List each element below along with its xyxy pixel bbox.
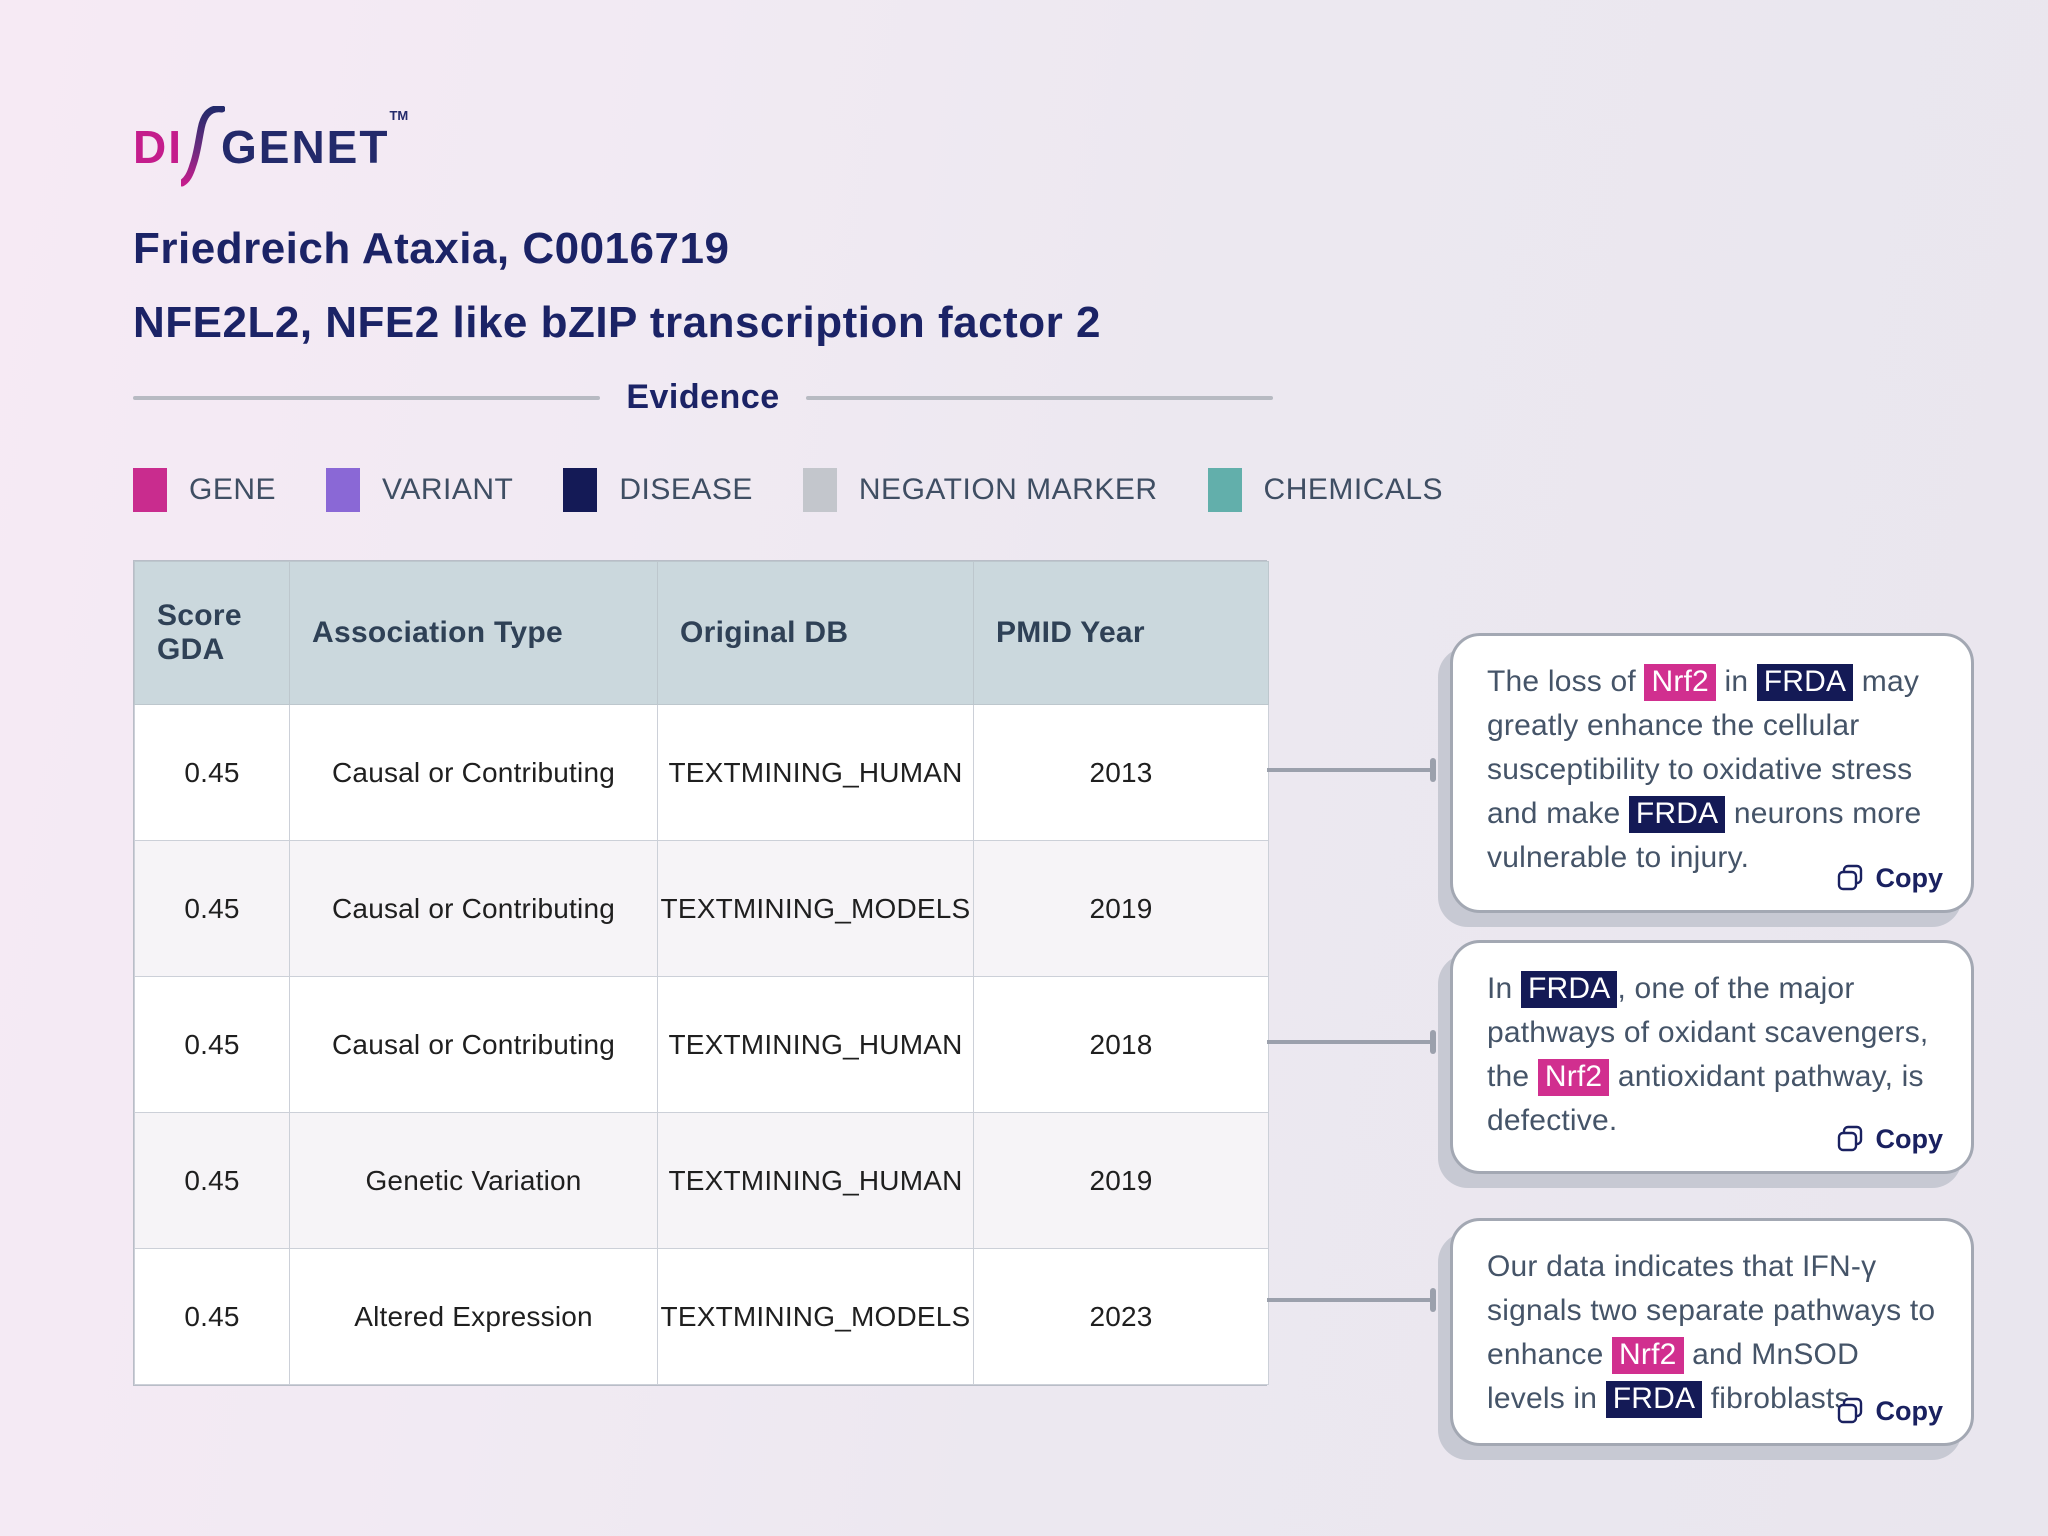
legend-item-gene: GENE — [133, 468, 276, 512]
copy-button[interactable]: Copy — [1834, 862, 1944, 894]
evidence-card-2: In FRDA, one of the major pathways of ox… — [1450, 940, 1974, 1174]
disease-highlight: FRDA — [1628, 796, 1726, 833]
card-text: Our data indicates that IFN-γ signals tw… — [1487, 1245, 1939, 1421]
gene-highlight: Nrf2 — [1612, 1337, 1684, 1374]
cell-score: 0.45 — [134, 976, 290, 1113]
cell-original_db: TEXTMINING_HUMAN — [657, 976, 974, 1113]
evidence-card-3: Our data indicates that IFN-γ signals tw… — [1450, 1218, 1974, 1446]
legend-item-chemicals: CHEMICALS — [1207, 468, 1444, 512]
gene-highlight: Nrf2 — [1537, 1059, 1610, 1096]
evidence-label: Evidence — [626, 378, 780, 416]
evidence-divider: Evidence — [133, 378, 1273, 417]
col-header-association-type: Association Type — [289, 561, 658, 705]
legend-label: DISEASE — [619, 473, 753, 506]
table-row: 0.45 Causal or Contributing TEXTMINING_HUM… — [134, 704, 1269, 841]
cell-association_type: Causal or Contributing — [289, 704, 658, 841]
negation-marker-swatch — [802, 468, 837, 512]
copy-label: Copy — [1875, 1395, 1944, 1426]
cell-score: 0.45 — [134, 1112, 290, 1249]
table-row: 0.45 Altered Expression TEXTMINING_MODELS 2… — [134, 1248, 1269, 1385]
cell-association_type: Causal or Contributing — [289, 840, 658, 977]
table-header-row: Score GDA Association Type Original DB PMID… — [134, 561, 1269, 705]
divider-line-right — [805, 395, 1273, 400]
disease-highlight: FRDA — [1520, 971, 1618, 1008]
connector-line-1 — [1267, 758, 1436, 782]
disease-highlight: FRDA — [1756, 664, 1854, 701]
col-header-pmid-year: PMID Year — [973, 561, 1269, 705]
cell-original_db: TEXTMINING_HUMAN — [657, 1112, 974, 1249]
cell-pmid_year: 2023 — [973, 1248, 1269, 1385]
card-text: In FRDA, one of the major pathways of ox… — [1487, 971, 1929, 1137]
cell-original_db: TEXTMINING_HUMAN — [657, 704, 974, 841]
cell-original_db: TEXTMINING_MODELS — [657, 840, 974, 977]
chemicals-swatch — [1207, 468, 1242, 512]
connector-line-2 — [1267, 1030, 1436, 1054]
copy-button[interactable]: Copy — [1834, 1123, 1944, 1155]
cell-association_type: Altered Expression — [289, 1248, 658, 1385]
disease-swatch — [563, 468, 598, 512]
cell-original_db: TEXTMINING_MODELS — [657, 1248, 974, 1385]
page-titles: Friedreich Ataxia, C0016719 NFE2L2, NFE2… — [133, 212, 1101, 360]
cell-pmid_year: 2019 — [973, 1112, 1269, 1249]
table-row: 0.45 Causal or Contributing TEXTMINING_HUM… — [134, 976, 1269, 1113]
evidence-table: Score GDA Association Type Original DB PMID… — [133, 560, 1269, 1386]
legend-item-negation-marker: NEGATION MARKER — [802, 468, 1158, 512]
cell-score: 0.45 — [134, 704, 290, 841]
evidence-card-1: The loss of Nrf2 in FRDA may greatly enh… — [1450, 633, 1974, 913]
cell-pmid_year: 2019 — [973, 840, 1269, 977]
legend-label: CHEMICALS — [1263, 473, 1444, 506]
legend-item-variant: VARIANT — [326, 468, 513, 512]
connector-line-3 — [1267, 1288, 1436, 1312]
col-header-score-gda: Score GDA — [134, 561, 290, 705]
copy-icon — [1837, 1397, 1862, 1424]
logo-text-di: DI — [133, 121, 183, 173]
table-body: 0.45 Causal or Contributing TEXTMINING_HUM… — [134, 704, 1269, 1385]
legend-label: VARIANT — [382, 473, 514, 506]
card-text: The loss of Nrf2 in FRDA may greatly enh… — [1487, 664, 1922, 874]
legend-label: NEGATION MARKER — [858, 473, 1158, 506]
disgenet-logo: DI GENET TM — [133, 106, 408, 188]
divider-line-left — [133, 395, 601, 400]
logo-trademark: TM — [389, 108, 409, 123]
cell-association_type: Causal or Contributing — [289, 976, 658, 1113]
col-header-original-db: Original DB — [657, 561, 974, 705]
cell-score: 0.45 — [134, 1248, 290, 1385]
gene-highlight: Nrf2 — [1644, 664, 1716, 701]
page-title-gene: NFE2L2, NFE2 like bZIP transcription fac… — [133, 298, 1101, 347]
disease-highlight: FRDA — [1605, 1381, 1703, 1418]
cell-pmid_year: 2018 — [973, 976, 1269, 1113]
variant-swatch — [326, 468, 361, 512]
cell-pmid_year: 2013 — [973, 704, 1269, 841]
copy-icon — [1837, 1125, 1862, 1152]
gene-swatch — [133, 468, 167, 512]
table-row: 0.45 Causal or Contributing TEXTMINING_MOD… — [134, 840, 1269, 977]
logo-swoosh-icon — [181, 106, 225, 187]
copy-label: Copy — [1875, 1123, 1944, 1154]
table-row: 0.45 Genetic Variation TEXTMINING_HUMAN 201… — [134, 1112, 1269, 1249]
cell-association_type: Genetic Variation — [289, 1112, 658, 1249]
cell-score: 0.45 — [134, 840, 290, 977]
legend-label: GENE — [189, 473, 277, 506]
copy-label: Copy — [1875, 862, 1944, 893]
legend: GENE VARIANT DISEASE NEGATION MARKER CHEMICA… — [133, 468, 1443, 512]
copy-button[interactable]: Copy — [1834, 1395, 1944, 1427]
legend-item-disease: DISEASE — [563, 468, 753, 512]
logo-text-genet: GENET — [221, 121, 390, 173]
copy-icon — [1837, 864, 1862, 891]
page-title-disease: Friedreich Ataxia, C0016719 — [133, 224, 730, 273]
